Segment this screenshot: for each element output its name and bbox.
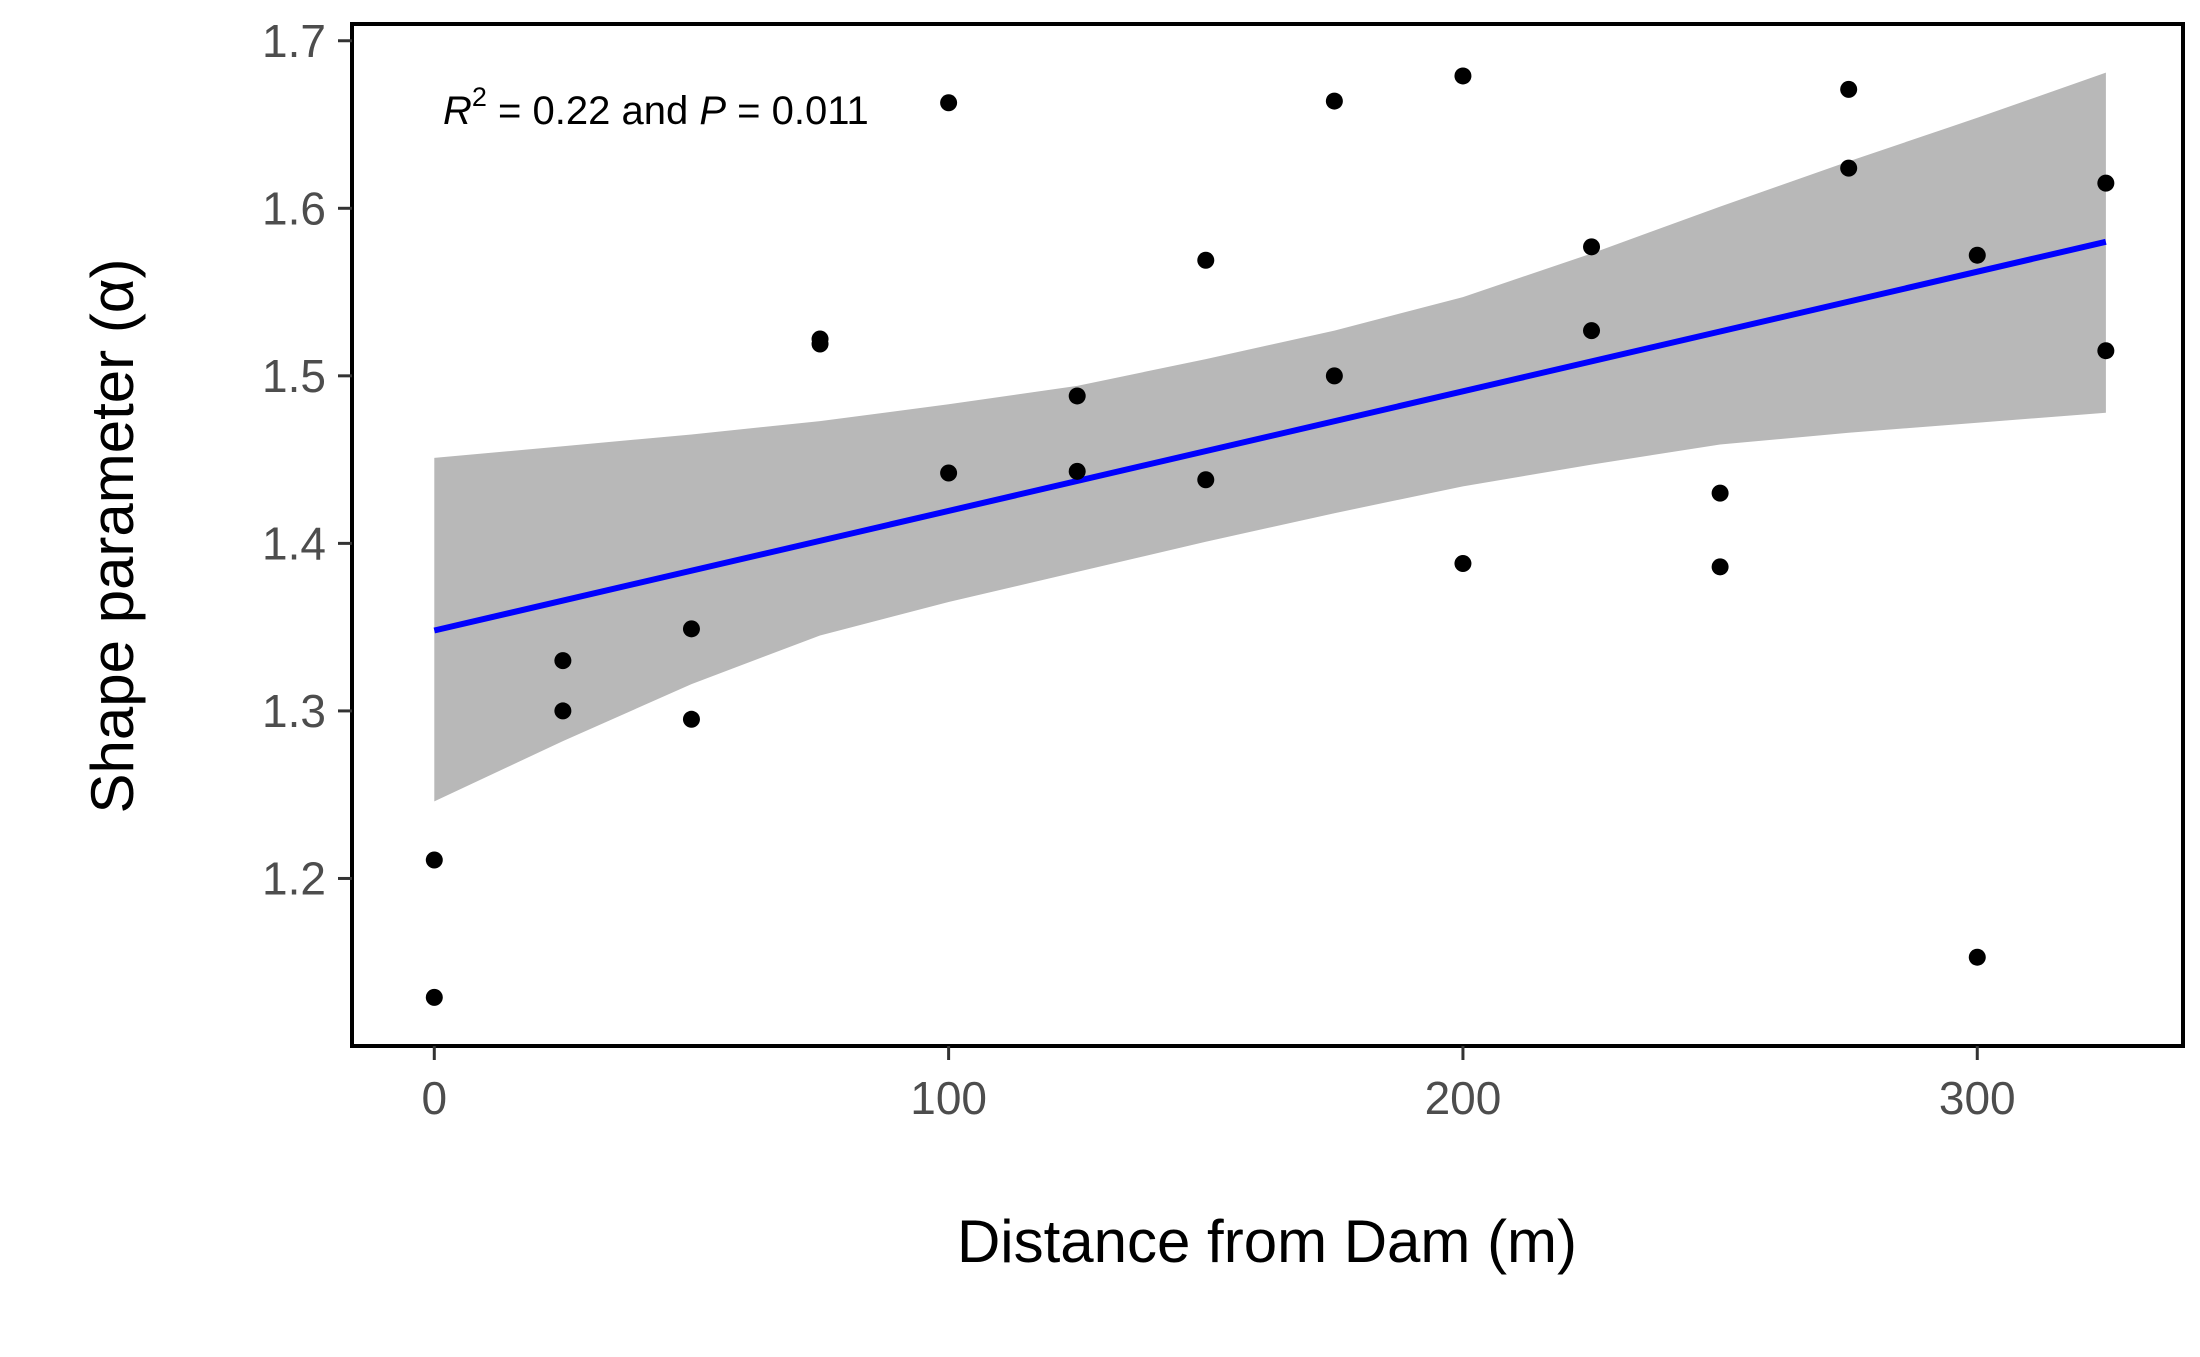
data-point	[1968, 246, 1986, 264]
x-tick-label: 100	[910, 1072, 987, 1124]
y-tick-label: 1.3	[262, 685, 326, 737]
y-tick-label: 1.2	[262, 852, 326, 904]
r-squared-symbol: R	[443, 89, 472, 133]
data-point	[1197, 251, 1215, 269]
data-point	[1968, 948, 1986, 966]
data-point	[940, 464, 958, 482]
data-point	[1454, 67, 1472, 85]
y-tick-label: 1.7	[262, 15, 326, 67]
r-squared-value: = 0.22 and	[487, 89, 699, 133]
r-squared-exponent: 2	[472, 82, 487, 112]
data-point	[1068, 462, 1086, 480]
p-value: = 0.011	[726, 89, 869, 133]
x-tick-label: 200	[1425, 1072, 1502, 1124]
data-point	[811, 335, 829, 353]
regression-line	[433, 238, 2107, 634]
y-tick-label: 1.6	[262, 182, 326, 234]
y-tick-label: 1.5	[262, 350, 326, 402]
stats-annotation: R2 = 0.22 and P = 0.011	[443, 82, 869, 133]
y-axis: 1.2 1.3 1.4 1.5 1.6 1.7	[262, 15, 352, 904]
y-axis-title: Shape parameter (α)	[79, 259, 146, 814]
data-point	[425, 851, 443, 869]
data-point	[682, 620, 700, 638]
x-tick-label: 300	[1939, 1072, 2016, 1124]
data-point	[1325, 367, 1343, 385]
plot-area	[425, 67, 2115, 1006]
data-point	[1711, 484, 1729, 502]
data-point	[1197, 471, 1215, 489]
data-point	[940, 94, 958, 112]
p-symbol: P	[699, 89, 726, 133]
data-point	[1325, 92, 1343, 110]
y-tick-label: 1.4	[262, 517, 326, 569]
data-point	[2097, 342, 2115, 360]
data-point	[1840, 159, 1858, 177]
data-point	[1711, 558, 1729, 576]
data-point	[1583, 322, 1601, 340]
data-point	[1840, 80, 1858, 98]
data-point	[554, 702, 572, 720]
data-point	[554, 652, 572, 670]
x-tick-label: 0	[421, 1072, 447, 1124]
data-point	[1583, 238, 1601, 256]
data-point	[682, 710, 700, 728]
x-axis-title: Distance from Dam (m)	[957, 1208, 1577, 1275]
x-axis: 0 100 200 300	[421, 1046, 2016, 1124]
data-point	[425, 988, 443, 1006]
data-point	[1068, 387, 1086, 405]
panel-border	[350, 22, 2185, 1048]
data-point	[1454, 554, 1472, 572]
data-point	[2097, 174, 2115, 192]
